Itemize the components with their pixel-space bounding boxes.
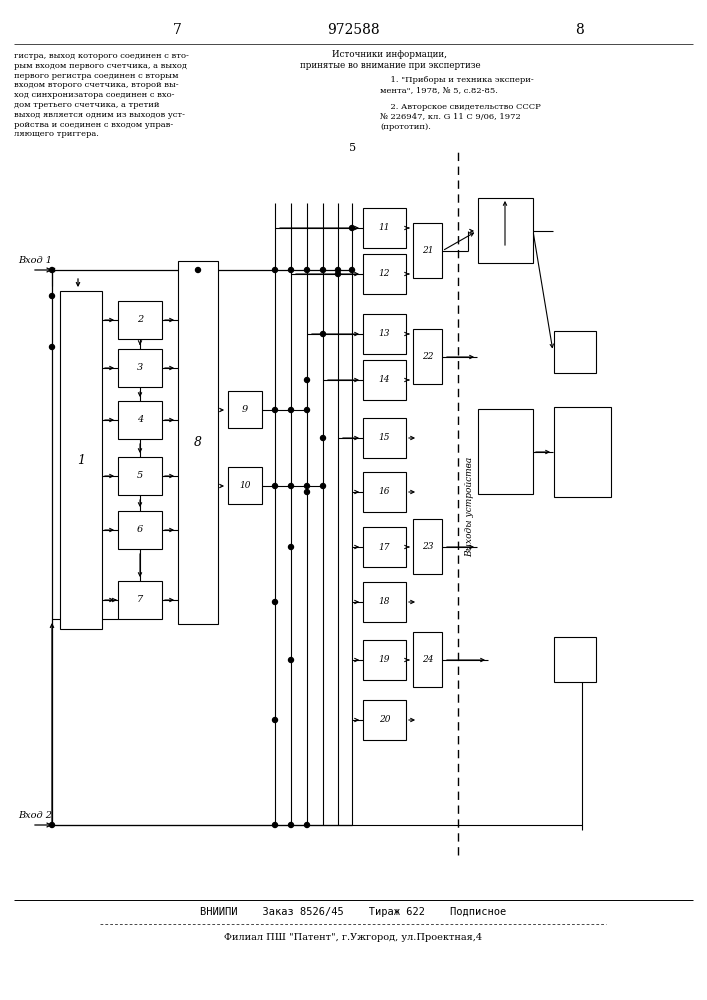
Text: 18: 18 xyxy=(379,597,390,606)
Circle shape xyxy=(196,267,201,272)
Bar xyxy=(363,640,406,680)
Bar xyxy=(118,301,162,339)
Text: Вход 2: Вход 2 xyxy=(18,811,52,820)
Text: 5: 5 xyxy=(137,472,143,481)
Bar xyxy=(554,637,596,682)
Circle shape xyxy=(272,822,278,828)
Bar xyxy=(363,472,406,512)
Circle shape xyxy=(49,344,54,350)
Text: 14: 14 xyxy=(379,375,390,384)
Circle shape xyxy=(288,822,293,828)
Bar xyxy=(363,360,406,400)
Circle shape xyxy=(272,408,278,412)
Text: 17: 17 xyxy=(379,542,390,552)
Text: 11: 11 xyxy=(379,224,390,232)
Circle shape xyxy=(349,267,354,272)
Text: 7: 7 xyxy=(173,23,182,37)
Bar xyxy=(363,314,406,354)
Text: 23: 23 xyxy=(422,542,433,551)
Text: Выходы устройства: Выходы устройства xyxy=(465,456,474,557)
Circle shape xyxy=(288,544,293,550)
Text: гистра, выход которого соединен с вто-
рым входом первого счетчика, а выход
перв: гистра, выход которого соединен с вто- р… xyxy=(14,52,189,138)
Circle shape xyxy=(349,226,354,231)
Circle shape xyxy=(336,271,341,276)
Bar xyxy=(413,632,442,687)
Circle shape xyxy=(320,436,325,440)
Text: Филиал ПШ "Патент", г.Ужгород, ул.Проектная,4: Филиал ПШ "Патент", г.Ужгород, ул.Проект… xyxy=(224,934,482,942)
Bar xyxy=(228,467,262,504)
Circle shape xyxy=(272,718,278,722)
Bar xyxy=(363,208,406,248)
Text: 21: 21 xyxy=(422,246,433,255)
Text: 2: 2 xyxy=(137,316,143,324)
Circle shape xyxy=(288,658,293,662)
Bar xyxy=(478,198,533,263)
Text: 972588: 972588 xyxy=(327,23,380,37)
Text: 8: 8 xyxy=(194,436,202,449)
Bar xyxy=(363,582,406,622)
Bar xyxy=(363,254,406,294)
Bar xyxy=(118,581,162,619)
Text: 7: 7 xyxy=(137,595,143,604)
Circle shape xyxy=(320,332,325,336)
Bar xyxy=(363,700,406,740)
Text: 1. "Приборы и техника экспери-
мента", 1978, № 5, с.82-85.: 1. "Приборы и техника экспери- мента", 1… xyxy=(380,76,534,94)
Circle shape xyxy=(336,267,341,272)
Circle shape xyxy=(305,377,310,382)
Circle shape xyxy=(305,484,310,488)
Circle shape xyxy=(305,489,310,494)
Text: 12: 12 xyxy=(379,269,390,278)
Circle shape xyxy=(305,408,310,412)
Text: 9: 9 xyxy=(242,405,248,414)
Text: 2. Авторское свидетельство СССР
№ 226947, кл. G 11 C 9/06, 1972
(прототип).: 2. Авторское свидетельство СССР № 226947… xyxy=(380,103,541,131)
Text: 13: 13 xyxy=(379,330,390,338)
Text: 20: 20 xyxy=(379,716,390,724)
Bar xyxy=(413,329,442,384)
Bar xyxy=(60,291,102,629)
Text: ВНИИПИ    Заказ 8526/45    Тираж 622    Подписное: ВНИИПИ Заказ 8526/45 Тираж 622 Подписное xyxy=(200,907,506,917)
Bar xyxy=(228,391,262,428)
Circle shape xyxy=(305,822,310,828)
Text: 24: 24 xyxy=(422,655,433,664)
Bar xyxy=(554,407,611,497)
Bar xyxy=(363,527,406,567)
Circle shape xyxy=(288,484,293,488)
Bar xyxy=(554,330,596,372)
Text: 10: 10 xyxy=(239,481,251,490)
Text: 4: 4 xyxy=(137,416,143,424)
Text: 16: 16 xyxy=(379,488,390,496)
Bar xyxy=(413,223,442,278)
Bar xyxy=(178,261,218,624)
Bar xyxy=(118,401,162,439)
Circle shape xyxy=(288,408,293,412)
Bar xyxy=(118,511,162,549)
Circle shape xyxy=(49,294,54,298)
Circle shape xyxy=(288,267,293,272)
Text: Источники информации,
принятые во внимание при экспертизе: Источники информации, принятые во вниман… xyxy=(300,50,480,70)
Text: 6: 6 xyxy=(137,526,143,534)
Circle shape xyxy=(272,267,278,272)
Bar xyxy=(118,349,162,387)
Circle shape xyxy=(49,267,54,272)
Text: Вход 1: Вход 1 xyxy=(18,256,52,265)
Text: 19: 19 xyxy=(379,656,390,664)
Text: 3: 3 xyxy=(137,363,143,372)
Circle shape xyxy=(272,599,278,604)
Circle shape xyxy=(320,484,325,488)
Circle shape xyxy=(49,822,54,828)
Bar xyxy=(363,418,406,458)
Text: 15: 15 xyxy=(379,434,390,442)
Text: 5: 5 xyxy=(349,143,356,153)
Bar xyxy=(478,409,533,494)
Bar xyxy=(413,519,442,574)
Circle shape xyxy=(272,484,278,488)
Circle shape xyxy=(320,267,325,272)
Text: 1: 1 xyxy=(77,454,85,466)
Bar xyxy=(118,457,162,495)
Text: 8: 8 xyxy=(575,23,585,37)
Circle shape xyxy=(305,267,310,272)
Text: 22: 22 xyxy=(422,352,433,361)
